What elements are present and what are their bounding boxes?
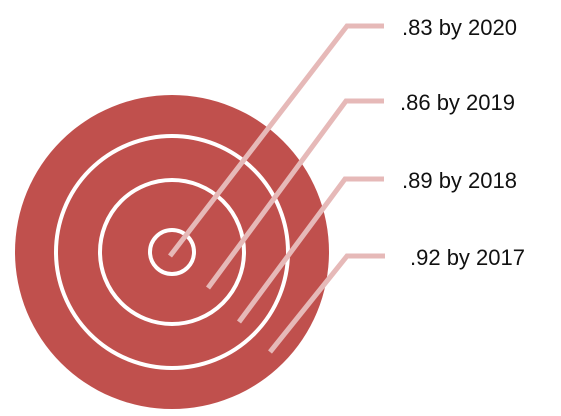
label-2020: .83 by 2020 — [402, 15, 517, 40]
leader-line-2017 — [268, 253, 385, 354]
leader-line-2019 — [205, 98, 384, 290]
ring-2 — [98, 178, 246, 326]
leader-line-2020 — [168, 23, 384, 258]
leader-line-2018 — [236, 176, 384, 324]
ring-1 — [148, 228, 196, 276]
label-2017: .92 by 2017 — [410, 245, 525, 270]
label-2018: .89 by 2018 — [402, 168, 517, 193]
label-2019: .86 by 2019 — [400, 90, 515, 115]
